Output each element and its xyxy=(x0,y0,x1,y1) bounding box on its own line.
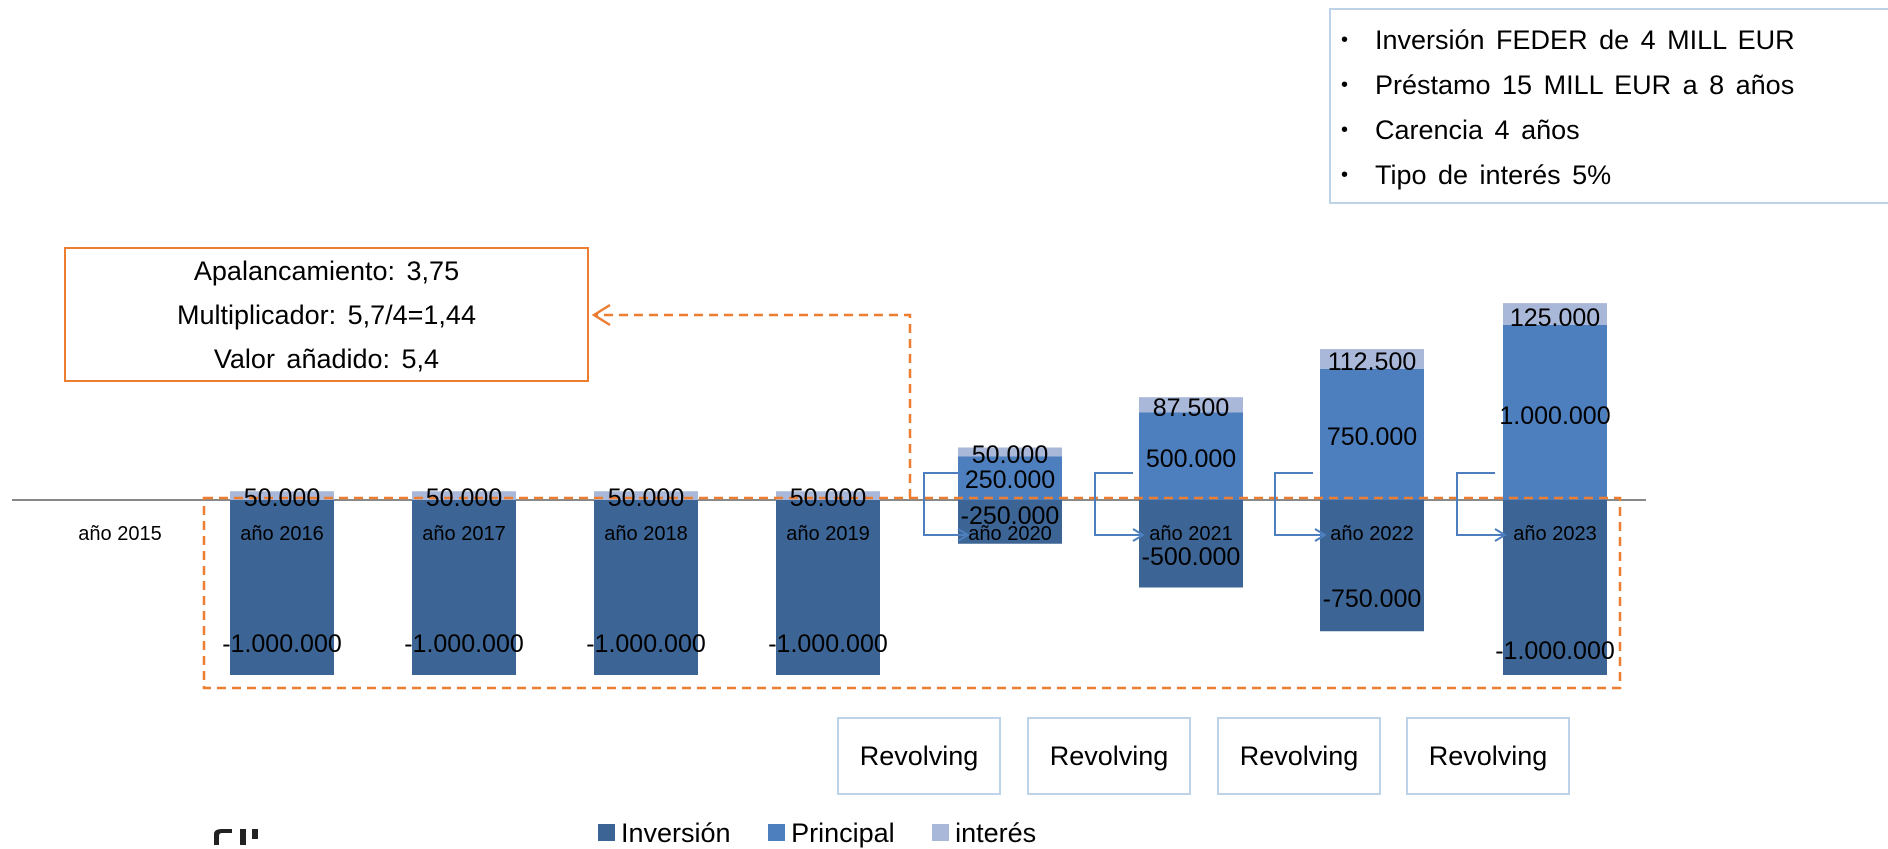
data-label-interes-2016: 50.000 xyxy=(244,484,320,512)
bar-principal-2021 xyxy=(1139,412,1243,500)
bar-inversion-2021 xyxy=(1139,500,1243,588)
legend-swatch-interes xyxy=(932,824,950,841)
bullet-icon: • xyxy=(1341,164,1349,186)
bar-principal-2020 xyxy=(958,456,1062,500)
bar-inversion-2017 xyxy=(412,500,516,675)
revolving-box-3: Revolving xyxy=(1217,717,1381,795)
category-label-2018: año 2018 xyxy=(604,523,687,545)
data-label-interes-2022: 112.500 xyxy=(1328,348,1417,376)
info-item-interes: • Tipo de interés 5% xyxy=(1331,153,1888,198)
data-label-principal-2021: 500.000 xyxy=(1146,445,1236,473)
revolving-arrow-1 xyxy=(923,472,968,536)
revolving-arrow-3 xyxy=(1274,472,1325,536)
bar-inversion-2018 xyxy=(594,500,698,675)
data-label-inversion-2018: -1.000.000 xyxy=(586,630,706,658)
info-item-prestamo: • Préstamo 15 MILL EUR a 8 años xyxy=(1331,63,1888,108)
revolving-arrow-head-icon xyxy=(957,528,970,542)
metric-multiplicador: Multiplicador: 5,7/4=1,44 xyxy=(177,300,476,330)
category-label-2016: año 2016 xyxy=(240,523,323,545)
bar-interes-2018 xyxy=(594,491,698,500)
bar-inversion-2020 xyxy=(958,500,1062,544)
chart-legend: Inversión Principal interés xyxy=(598,818,1066,849)
data-label-interes-2017: 50.000 xyxy=(426,484,502,512)
bars-layer xyxy=(230,303,1607,675)
bar-interes-2021 xyxy=(1139,397,1243,413)
revolving-arrow-4 xyxy=(1456,472,1505,536)
bar-inversion-2019 xyxy=(776,500,880,675)
revolving-box-4: Revolving xyxy=(1406,717,1570,795)
bar-interes-2019 xyxy=(776,491,880,500)
revolving-arrow-head-icon xyxy=(1314,528,1327,542)
bar-principal-2023 xyxy=(1503,325,1607,500)
metrics-arrow-head-icon xyxy=(591,303,611,327)
data-label-principal-2023: 1.000.000 xyxy=(1499,402,1610,430)
revolving-box-1: Revolving xyxy=(837,717,1001,795)
bullet-icon: • xyxy=(1341,74,1349,96)
data-label-inversion-2017: -1.000.000 xyxy=(404,630,524,658)
data-label-inversion-2021: -500.000 xyxy=(1142,543,1241,571)
bar-inversion-2023 xyxy=(1503,500,1607,675)
legend-item-principal: Principal xyxy=(768,818,895,849)
revolving-arrow-2 xyxy=(1094,472,1143,536)
metrics-box: Apalancamiento: 3,75 Multiplicador: 5,7/… xyxy=(64,247,589,382)
bar-interes-2017 xyxy=(412,491,516,500)
revolving-arrow-head-icon xyxy=(1494,528,1507,542)
labels-layer: año 2015 año 2016 -1.000.000 50.000 año 2017… xyxy=(78,304,1614,665)
category-label-2022: año 2022 xyxy=(1330,523,1413,545)
data-label-inversion-2023: -1.000.000 xyxy=(1495,637,1615,665)
bar-interes-2020 xyxy=(958,447,1062,457)
info-item-feder: • Inversión FEDER de 4 MILL EUR xyxy=(1331,18,1888,63)
data-label-principal-2020: 250.000 xyxy=(965,466,1055,494)
category-label-2015: año 2015 xyxy=(78,523,161,545)
loan-info-box: • Inversión FEDER de 4 MILL EUR • Préstamo… xyxy=(1329,8,1888,204)
legend-swatch-inversion xyxy=(598,824,615,841)
metric-apalancamiento: Apalancamiento: 3,75 xyxy=(193,256,460,286)
revolving-box-2: Revolving xyxy=(1027,717,1191,795)
bullet-icon: • xyxy=(1341,119,1349,141)
revolving-arrow-head-icon xyxy=(1132,528,1145,542)
metric-valor-anadido: Valor añadido: 5,4 xyxy=(213,344,440,374)
data-label-interes-2018: 50.000 xyxy=(608,484,684,512)
bar-inversion-2016 xyxy=(230,500,334,675)
data-label-inversion-2019: -1.000.000 xyxy=(768,630,888,658)
logo-fragment-icon xyxy=(214,829,258,845)
data-label-inversion-2016: -1.000.000 xyxy=(222,630,342,658)
data-label-interes-2019: 50.000 xyxy=(790,484,866,512)
bar-interes-2016 xyxy=(230,491,334,500)
info-item-carencia: • Carencia 4 años xyxy=(1331,108,1888,153)
category-label-2023: año 2023 xyxy=(1513,523,1596,545)
legend-swatch-principal xyxy=(768,824,786,841)
bar-inversion-2022 xyxy=(1320,500,1424,632)
data-label-interes-2021: 87.500 xyxy=(1153,394,1229,422)
category-label-2021: año 2021 xyxy=(1149,523,1232,545)
data-label-principal-2022: 750.000 xyxy=(1327,423,1417,451)
data-label-interes-2020: 50.000 xyxy=(972,441,1048,469)
data-label-interes-2023: 125.000 xyxy=(1510,304,1600,332)
category-label-2017: año 2017 xyxy=(422,523,505,545)
category-label-2020: año 2020 xyxy=(968,523,1051,545)
bar-interes-2023 xyxy=(1503,303,1607,325)
bar-principal-2022 xyxy=(1320,368,1424,500)
investment-dashed-frame xyxy=(202,496,1622,690)
connectors-layer xyxy=(202,303,1622,690)
data-label-inversion-2020: -250.000 xyxy=(961,502,1060,530)
data-label-inversion-2022: -750.000 xyxy=(1323,585,1422,613)
bullet-icon: • xyxy=(1341,29,1349,51)
legend-item-interes: interés xyxy=(932,818,1036,849)
metrics-connector-line xyxy=(596,313,912,498)
category-label-2019: año 2019 xyxy=(786,523,869,545)
legend-item-inversion: Inversión xyxy=(598,818,731,849)
bar-interes-2022 xyxy=(1320,349,1424,369)
